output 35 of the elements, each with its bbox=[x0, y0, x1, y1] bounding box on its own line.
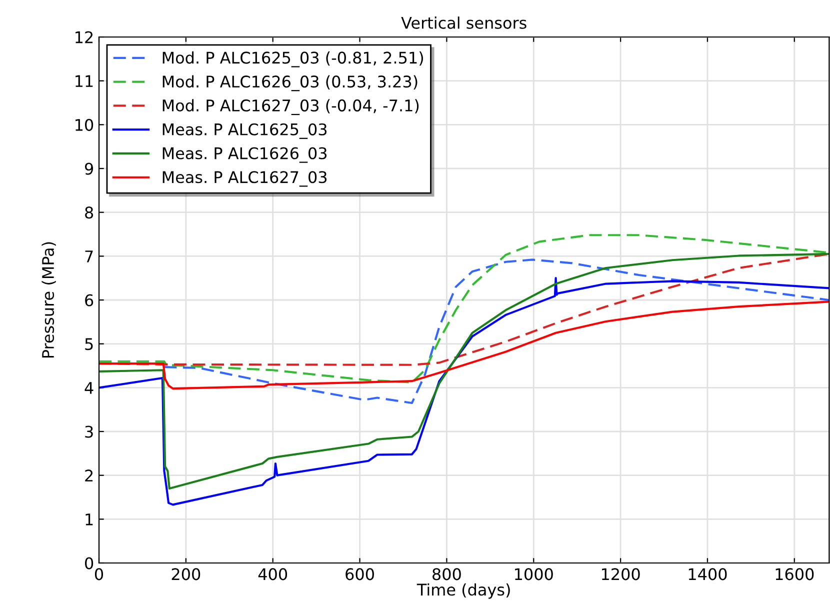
legend-label: Mod. P ALC1627_03 (-0.04, -7.1) bbox=[162, 99, 419, 116]
line-series bbox=[99, 277, 830, 506]
legend-label: Meas. P ALC1625_03 bbox=[162, 123, 327, 139]
y-tick-label: 0 bbox=[85, 557, 94, 570]
x-tick-label: 0 bbox=[94, 568, 104, 580]
y-tick-label: 8 bbox=[85, 206, 94, 219]
x-tick-label: 1600 bbox=[776, 568, 814, 580]
y-tick-label: 1 bbox=[86, 514, 93, 526]
y-tick-label: 6 bbox=[85, 294, 94, 306]
y-axis-title: Pressure (MPa) bbox=[42, 242, 56, 358]
x-tick-label: 400 bbox=[258, 568, 288, 580]
x-axis-title: Time (days) bbox=[416, 583, 510, 599]
y-tick-label: 10 bbox=[76, 118, 94, 131]
y-tick-label: 12 bbox=[76, 31, 93, 44]
line-series bbox=[99, 300, 830, 390]
legend-label: Mod. P ALC1625_03 (-0.81, 2.51) bbox=[162, 51, 423, 68]
legend-label: Meas. P ALC1627_03 bbox=[162, 171, 327, 187]
line-series bbox=[99, 252, 830, 490]
y-tick-label: 3 bbox=[85, 426, 93, 438]
y-tick-label: 4 bbox=[84, 382, 94, 394]
y-tick-label: 2 bbox=[85, 470, 93, 482]
chart-title: Vertical sensors bbox=[401, 16, 526, 29]
legend-label: Mod. P ALC1626_03 (0.53, 3.23) bbox=[162, 75, 418, 92]
x-tick-label: 800 bbox=[432, 568, 461, 580]
y-tick-label: 7 bbox=[85, 250, 93, 262]
legend-label: Meas. P ALC1626_03 bbox=[162, 147, 327, 163]
y-tick-label: 9 bbox=[84, 162, 94, 175]
y-tick-label: 5 bbox=[85, 338, 93, 350]
x-tick-label: 1000 bbox=[515, 568, 553, 580]
x-tick-label: 200 bbox=[172, 568, 200, 580]
x-tick-label: 1400 bbox=[688, 568, 727, 580]
x-tick-label: 600 bbox=[346, 568, 374, 580]
x-tick-label: 1200 bbox=[602, 568, 640, 580]
line-series bbox=[163, 258, 830, 404]
y-tick-label: 11 bbox=[76, 75, 93, 87]
